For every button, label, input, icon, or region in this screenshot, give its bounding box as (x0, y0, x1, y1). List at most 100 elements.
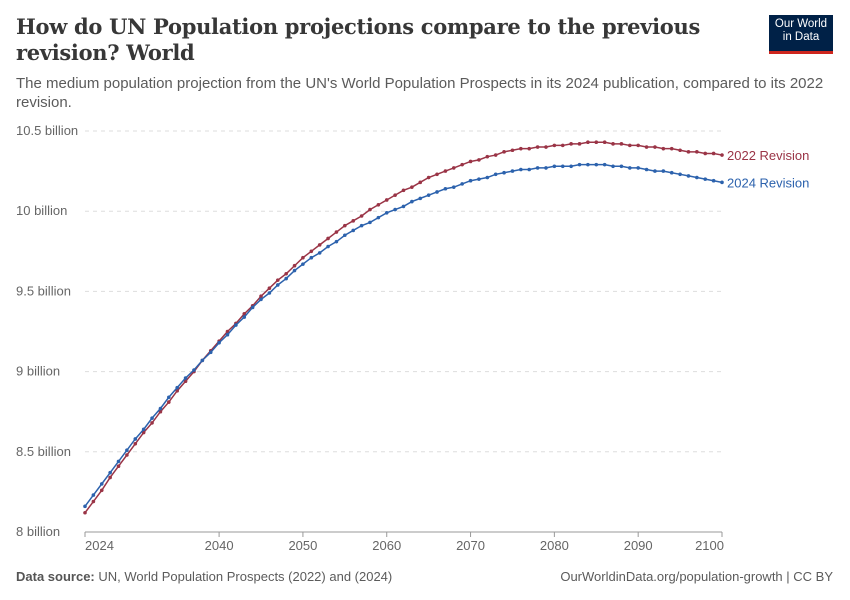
y-tick-label: 10 billion (16, 203, 67, 218)
data-point (535, 166, 540, 170)
data-point (636, 143, 640, 148)
data-point (468, 159, 473, 164)
data-point (678, 172, 682, 177)
data-point (259, 294, 263, 299)
data-point (384, 211, 389, 215)
data-point (301, 262, 305, 266)
data-point (720, 153, 724, 157)
data-point (284, 271, 288, 276)
data-point (301, 255, 305, 260)
data-point (343, 223, 347, 228)
data-point (569, 142, 573, 146)
data-point (519, 146, 523, 151)
data-point (200, 358, 205, 363)
data-point (167, 395, 171, 400)
data-point (619, 164, 624, 169)
data-point (359, 223, 364, 228)
data-point (150, 421, 154, 425)
data-point (477, 158, 481, 162)
data-point (259, 297, 263, 302)
data-point (485, 154, 490, 159)
data-point (401, 188, 406, 193)
data-point (460, 162, 464, 167)
data-point (376, 202, 381, 207)
data-point (116, 459, 121, 464)
data-point (150, 416, 154, 420)
data-point (368, 207, 372, 212)
data-point (602, 140, 607, 145)
data-point (510, 148, 515, 153)
data-point (158, 406, 163, 411)
data-point (711, 151, 716, 156)
series-label: 2022 Revision (727, 148, 809, 163)
data-point (351, 219, 356, 223)
data-point (125, 448, 129, 452)
x-tick-label: 2080 (540, 538, 569, 553)
x-tick-label: 2100 (695, 538, 724, 553)
data-point (569, 164, 573, 169)
data-point (544, 166, 548, 170)
data-point (242, 312, 247, 316)
y-tick-label: 8.5 billion (16, 444, 71, 459)
data-point (636, 166, 640, 170)
data-point (686, 174, 691, 178)
data-point (359, 214, 364, 218)
data-point (426, 193, 431, 197)
data-point (711, 178, 716, 183)
data-point (99, 488, 104, 493)
data-point (560, 164, 565, 169)
data-point (275, 283, 280, 287)
data-point (368, 220, 372, 225)
data-point (628, 166, 632, 170)
data-point (309, 255, 314, 260)
data-point (317, 251, 322, 255)
source-link[interactable]: OurWorldinData.org/population-growth | C… (560, 569, 833, 584)
data-point (158, 409, 163, 414)
owid-logo[interactable]: Our World in Data (769, 15, 833, 54)
data-point (393, 193, 397, 197)
data-point (661, 169, 666, 173)
x-tick-label: 2050 (288, 538, 317, 553)
data-point (611, 142, 615, 146)
data-point (502, 170, 506, 175)
data-point (602, 162, 607, 167)
data-point (284, 276, 288, 281)
data-point (502, 150, 506, 154)
data-point (384, 198, 389, 202)
data-point (510, 169, 515, 173)
series-line-2022-revision (84, 141, 723, 514)
data-point (309, 249, 314, 254)
chart-subtitle: The medium population projection from th… (16, 75, 824, 111)
data-point (695, 150, 699, 154)
source-label: Data source: (16, 569, 95, 584)
data-point (334, 230, 339, 234)
data-point (376, 215, 381, 220)
data-point (99, 482, 104, 486)
y-tick-label: 9.5 billion (16, 283, 71, 298)
data-point (192, 368, 196, 372)
data-point (535, 145, 540, 149)
data-point (317, 243, 322, 247)
data-point (91, 499, 96, 504)
y-tick-label: 9 billion (16, 364, 60, 379)
data-point (225, 329, 230, 334)
data-point (695, 175, 699, 180)
data-point (125, 453, 129, 457)
data-point (644, 167, 649, 172)
data-point (292, 268, 297, 273)
data-point (435, 190, 439, 194)
data-point (267, 291, 272, 295)
data-point (108, 475, 112, 480)
data-point (527, 167, 532, 172)
data-point (611, 164, 615, 169)
data-point (544, 145, 548, 149)
data-point (83, 504, 87, 509)
data-point (133, 437, 138, 441)
data-point (519, 167, 523, 172)
data-point (653, 169, 657, 173)
x-tick-label: 2070 (456, 538, 485, 553)
source-text: UN, World Population Prospects (2022) an… (98, 569, 393, 584)
data-point (678, 148, 682, 153)
data-point (661, 146, 666, 151)
